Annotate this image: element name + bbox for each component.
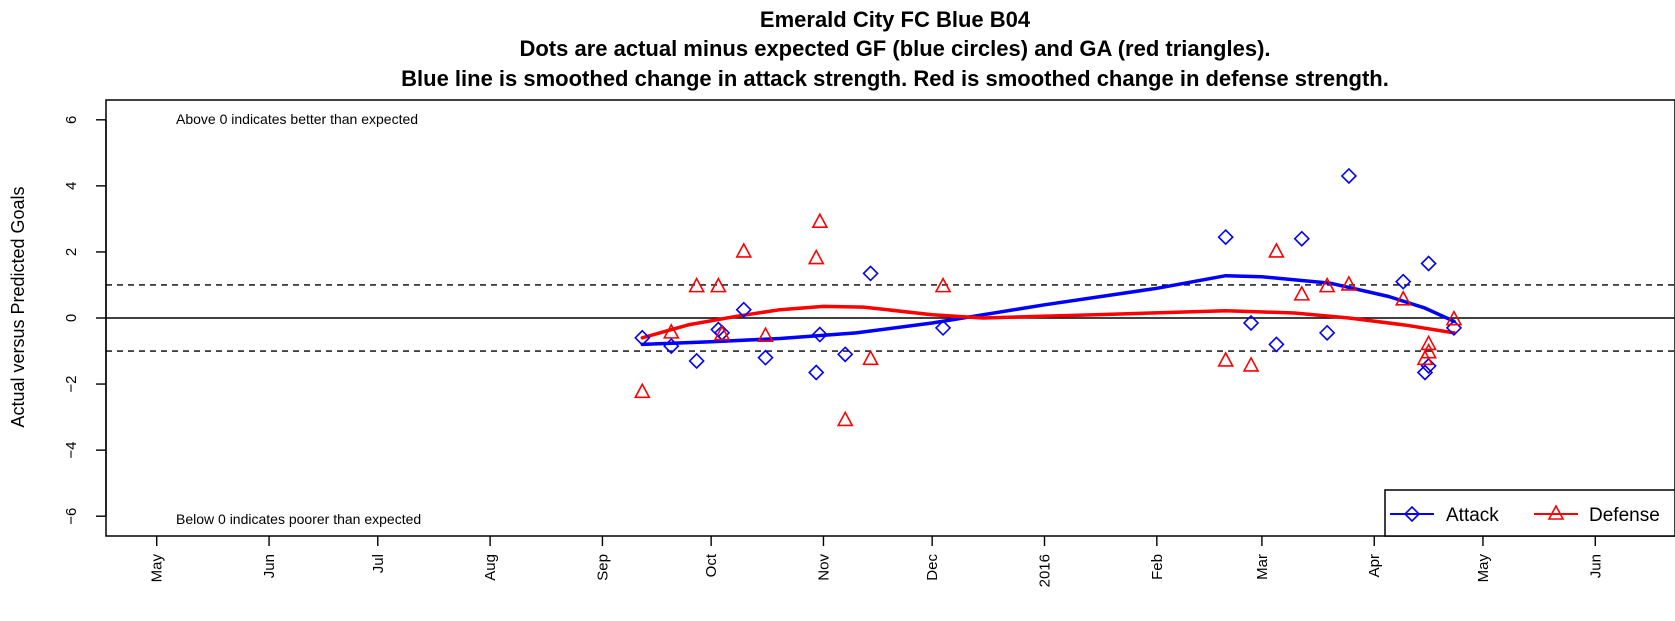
attack-point [688, 352, 705, 370]
x-axis: May Jun Jul Aug Sep Oct Nov Dec 2016 Feb Mar Apr May… [149, 536, 1604, 587]
defense-point [1445, 309, 1463, 326]
attack-point [1293, 230, 1310, 247]
x-tick-label: Feb [1149, 554, 1166, 580]
defense-point [735, 242, 753, 258]
attack-point [1340, 167, 1358, 185]
legend-defense-label: Defense [1589, 505, 1660, 526]
y-tick-label: 4 [63, 182, 80, 190]
annotation-below: Below 0 indicates poorer than expected [176, 511, 421, 527]
attack-point [735, 301, 752, 318]
defense-point [710, 276, 727, 293]
x-tick-label: May [1475, 554, 1492, 583]
y-tick-label: 2 [63, 248, 80, 256]
defense-point [662, 323, 680, 339]
defense-point [1420, 342, 1437, 359]
defense-point [807, 248, 825, 265]
y-tick-label: −6 [63, 508, 80, 525]
attack-point [837, 346, 854, 363]
attack-point [1420, 255, 1437, 272]
defense-point [1268, 242, 1285, 258]
plot-area [106, 167, 1675, 427]
annotation-above: Above 0 indicates better than expected [176, 111, 418, 127]
defense-point [1217, 351, 1235, 367]
attack-point [1416, 364, 1434, 381]
attack-point [934, 319, 952, 337]
legend-attack-label: Attack [1446, 505, 1499, 526]
attack-point [1319, 324, 1336, 341]
x-tick-label: Oct [703, 553, 720, 577]
attack-point [811, 326, 828, 343]
attack-point [862, 265, 879, 282]
defense-point [1318, 276, 1336, 293]
chart-title: Emerald City FC Blue B04 [760, 7, 1031, 32]
x-tick-label: Jun [261, 554, 278, 578]
defense-point [688, 276, 705, 293]
y-axis: −6 −4 −2 0 2 4 6 [63, 116, 107, 525]
y-tick-label: 6 [63, 116, 80, 124]
y-tick-label: −4 [63, 442, 80, 459]
defense-point [1293, 285, 1311, 301]
x-tick-label: Dec [924, 554, 941, 581]
defense-point [1340, 275, 1358, 291]
defense-smooth-line [640, 304, 1456, 340]
defense-point [862, 349, 879, 366]
attack-point [808, 364, 825, 381]
attack-point [1242, 314, 1260, 332]
x-tick-label: May [149, 554, 166, 583]
attack-smooth-line [640, 273, 1456, 347]
legend-defense-marker [1547, 504, 1565, 520]
x-tick-label: Aug [482, 554, 499, 581]
defense-point [934, 276, 952, 293]
y-tick-label: 0 [63, 314, 80, 322]
legend: Attack Defense [1384, 489, 1675, 537]
attack-point [1395, 273, 1412, 290]
legend-attack-marker [1403, 505, 1421, 523]
attack-point [1445, 319, 1463, 337]
x-tick-label: Nov [815, 554, 832, 581]
y-axis-label: Actual versus Predicted Goals [8, 186, 28, 427]
defense-point [1242, 356, 1260, 372]
y-tick-label: −2 [63, 376, 80, 393]
attack-point [634, 329, 651, 346]
attack-point [1217, 228, 1234, 246]
x-tick-label: Mar [1254, 554, 1271, 580]
defense-point [633, 382, 651, 399]
x-tick-label: 2016 [1037, 554, 1054, 587]
defense-point [713, 324, 731, 341]
x-tick-label: Apr [1366, 554, 1383, 577]
attack-point [1268, 336, 1285, 353]
attack-point [663, 337, 680, 355]
defense-point [1420, 334, 1437, 351]
chart-subtitle-2: Blue line is smoothed change in attack s… [401, 66, 1389, 91]
x-tick-label: Sep [594, 554, 611, 581]
defense-point [836, 410, 854, 427]
defense-point [1394, 290, 1412, 306]
attack-point [757, 349, 774, 366]
x-tick-label: Jun [1587, 554, 1604, 578]
defense-point [757, 326, 774, 342]
defense-point [811, 212, 829, 229]
x-tick-label: Jul [370, 554, 387, 573]
chart-subtitle-1: Dots are actual minus expected GF (blue … [519, 36, 1270, 61]
